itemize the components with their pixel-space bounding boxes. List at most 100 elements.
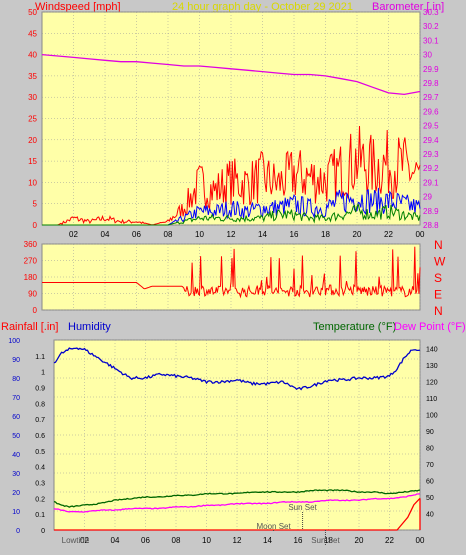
compass-label: E: [434, 288, 442, 302]
rain-tick-label: 0: [41, 528, 45, 535]
x-tick-label: 10: [195, 230, 204, 239]
wind-tick-label: 15: [28, 157, 37, 166]
temperature-tick-label: 140: [426, 346, 438, 353]
x-tick-label: 02: [80, 536, 89, 545]
rainfall-series: [54, 497, 421, 531]
baro-tick-label: 30.1: [423, 36, 439, 45]
temperature-tick-label: 130: [426, 363, 438, 370]
x-tick-label: 16: [290, 230, 299, 239]
baro-tick-label: 29.3: [423, 150, 439, 159]
wind-tick-label: 40: [28, 51, 37, 60]
direction-tick-label: 0: [33, 306, 38, 315]
wind-tick-label: 50: [28, 8, 37, 17]
compass-label: W: [434, 255, 446, 269]
temperature-tick-label: 90: [426, 429, 434, 436]
rain-tick-label: 0.7: [35, 417, 45, 424]
barometer-series: [41, 53, 421, 96]
wind-gust-series: [42, 125, 421, 226]
x-tick-label: 02: [69, 230, 78, 239]
humidity-tick-label: 50: [12, 433, 20, 440]
baro-tick-label: 30.2: [423, 22, 439, 31]
x-tick-label: 18: [324, 536, 333, 545]
humidity-tick-label: 30: [12, 471, 20, 478]
x-tick-label: 04: [101, 230, 110, 239]
humidity-tick-label: 0: [16, 528, 20, 535]
baro-tick-label: 29.8: [423, 79, 439, 88]
rain-tick-label: 0.3: [35, 481, 45, 488]
event-annotation: Lowtide: [62, 536, 90, 545]
humidity-tick-label: 10: [12, 509, 20, 516]
x-tick-label: 08: [164, 230, 173, 239]
baro-tick-label: 29.4: [423, 136, 439, 145]
wind-tick-label: 35: [28, 72, 37, 81]
direction-tick-label: 90: [28, 290, 37, 299]
dewpoint-series: [53, 492, 421, 513]
baro-tick-label: 28.9: [423, 207, 439, 216]
wind-direction-series: [42, 246, 421, 299]
humidity-tick-label: 80: [12, 376, 20, 383]
windspeed-title: Windspeed [mph]: [35, 1, 121, 13]
humidity-title: Humidity: [68, 321, 111, 333]
event-annotation: Sun Set: [288, 503, 317, 512]
direction-tick-label: 180: [24, 273, 38, 282]
wind-tick-label: 30: [28, 93, 37, 102]
rain-tick-label: 0.5: [35, 449, 45, 456]
temperature-tick-label: 50: [426, 495, 434, 502]
temperature-tick-label: 100: [426, 412, 438, 419]
wind-low-series: [42, 203, 421, 226]
wind-baro-layer: 0 5 10 15 20 25 30 35 40 45 50 28.8 28.9 29 29.1 29.2 29…: [28, 8, 439, 239]
x-tick-label: 20: [355, 536, 364, 545]
x-tick-label: 00: [416, 230, 425, 239]
humidity-temp-layer: 010203040506070809010000.10.20.30.40.50.…: [8, 338, 438, 545]
compass-label: N: [434, 304, 443, 318]
compass-label: N: [434, 238, 443, 252]
rain-tick-label: 0.2: [35, 496, 45, 503]
x-tick-label: 12: [233, 536, 242, 545]
humidity-tick-label: 70: [12, 395, 20, 402]
x-tick-label: 08: [172, 536, 181, 545]
baro-tick-label: 29.5: [423, 122, 439, 131]
temperature-tick-label: 40: [426, 511, 434, 518]
rain-tick-label: 1.1: [35, 354, 45, 361]
x-tick-label: 14: [258, 230, 267, 239]
x-tick-label: 06: [141, 536, 150, 545]
wind-tick-label: 0: [33, 221, 38, 230]
x-tick-label: 12: [227, 230, 236, 239]
rain-tick-label: 0.6: [35, 433, 45, 440]
x-tick-label: 22: [385, 536, 394, 545]
compass-label: S: [434, 271, 442, 285]
barometer-title: Barometer [.in]: [372, 1, 444, 13]
wind-tick-label: 25: [28, 115, 37, 124]
x-tick-label: 10: [202, 536, 211, 545]
temperature-series: [53, 489, 421, 508]
event-annotation: Moon Set: [256, 522, 291, 531]
rainfall-title: Rainfall [.in]: [1, 321, 58, 333]
temperature-tick-label: 70: [426, 462, 434, 469]
rain-tick-label: 0.9: [35, 386, 45, 393]
baro-tick-label: 29.6: [423, 107, 439, 116]
temperature-tick-label: 80: [426, 445, 434, 452]
x-tick-label: 00: [416, 536, 425, 545]
humidity-series: [53, 347, 421, 391]
rain-tick-label: 0.1: [35, 512, 45, 519]
baro-tick-label: 29.2: [423, 164, 439, 173]
temperature-tick-label: 60: [426, 478, 434, 485]
baro-tick-label: 29.9: [423, 65, 439, 74]
humidity-tick-label: 60: [12, 414, 20, 421]
rain-tick-label: 0.8: [35, 401, 45, 408]
wind-tick-label: 45: [28, 29, 37, 38]
x-tick-label: 04: [111, 536, 120, 545]
x-tick-label: 20: [353, 230, 362, 239]
baro-tick-label: 29: [423, 193, 432, 202]
rain-tick-label: 1: [41, 370, 45, 377]
x-tick-label: 14: [263, 536, 272, 545]
direction-tick-label: 270: [24, 257, 38, 266]
baro-tick-label: 28.8: [423, 221, 439, 230]
humidity-tick-label: 100: [8, 338, 20, 345]
direction-tick-label: 360: [24, 240, 38, 249]
humidity-tick-label: 90: [12, 357, 20, 364]
temperature-tick-label: 120: [426, 379, 438, 386]
baro-tick-label: 29.7: [423, 93, 439, 102]
